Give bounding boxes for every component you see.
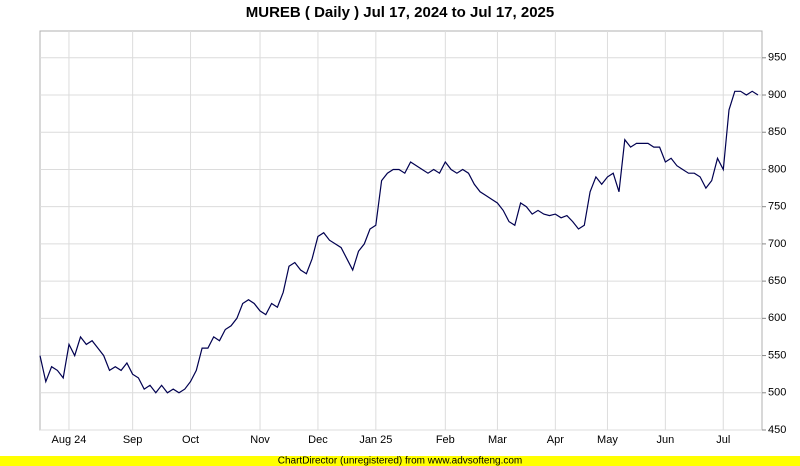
x-tick-label: Oct bbox=[182, 434, 199, 446]
x-tick-label: Sep bbox=[123, 434, 143, 446]
y-tick-label: 450 bbox=[768, 424, 786, 436]
x-tick-label: Aug 24 bbox=[52, 434, 87, 446]
price-line bbox=[39, 90, 759, 394]
plot-area bbox=[39, 30, 763, 431]
footer-text: ChartDirector (unregistered) from www.ad… bbox=[278, 456, 523, 466]
x-tick-label: Mar bbox=[488, 434, 507, 446]
y-tick-label: 650 bbox=[768, 275, 786, 287]
y-tick-label: 500 bbox=[768, 387, 786, 399]
y-tick-label: 950 bbox=[768, 52, 786, 64]
x-tick-label: Feb bbox=[436, 434, 455, 446]
y-tick-label: 750 bbox=[768, 201, 786, 213]
y-tick-label: 600 bbox=[768, 312, 786, 324]
y-tick-label: 900 bbox=[768, 89, 786, 101]
y-tick-label: 700 bbox=[768, 238, 786, 250]
x-tick-label: May bbox=[597, 434, 618, 446]
x-tick-label: Jan 25 bbox=[359, 434, 392, 446]
x-tick-label: Jun bbox=[656, 434, 674, 446]
footer-bar bbox=[0, 456, 800, 466]
x-tick-label: Apr bbox=[547, 434, 564, 446]
y-tick-label: 850 bbox=[768, 126, 786, 138]
y-tick-label: 800 bbox=[768, 163, 786, 175]
x-tick-label: Nov bbox=[250, 434, 270, 446]
x-tick-label: Dec bbox=[308, 434, 328, 446]
x-tick-label: Jul bbox=[716, 434, 730, 446]
y-tick-label: 550 bbox=[768, 349, 786, 361]
chart-title: MUREB ( Daily ) Jul 17, 2024 to Jul 17, … bbox=[246, 4, 554, 21]
